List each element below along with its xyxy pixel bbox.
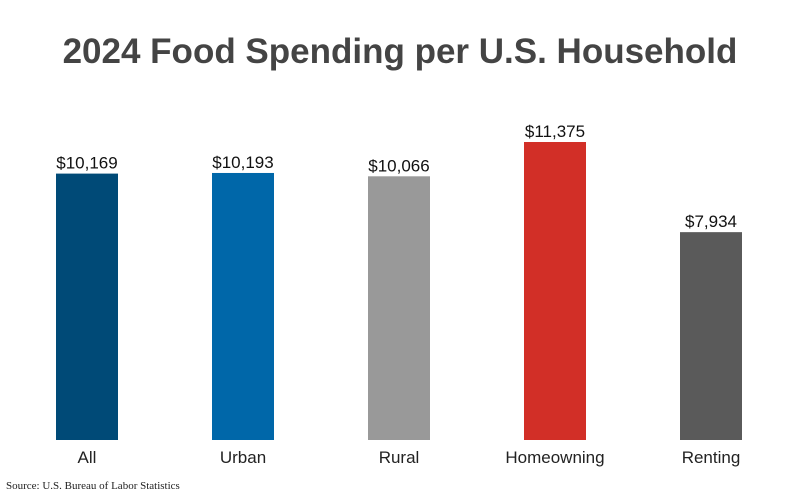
value-label-renting: $7,934 [685,212,737,231]
category-label-all: All [78,448,97,467]
bar-rural [368,176,430,441]
category-label-renting: Renting [682,448,741,467]
value-label-all: $10,169 [56,154,117,173]
category-label-rural: Rural [379,448,420,467]
bar-homeowning [524,142,586,440]
category-label-urban: Urban [220,448,266,467]
value-label-homeowning: $11,375 [525,122,585,141]
value-label-urban: $10,193 [212,153,273,172]
bar-renting [680,232,742,440]
value-label-rural: $10,066 [368,156,429,175]
source-note: Source: U.S. Bureau of Labor Statistics [6,480,180,492]
bar-all [56,173,118,440]
chart-title: 2024 Food Spending per U.S. Household [62,32,738,71]
category-label-homeowning: Homeowning [505,448,604,467]
bar-urban [212,172,274,440]
